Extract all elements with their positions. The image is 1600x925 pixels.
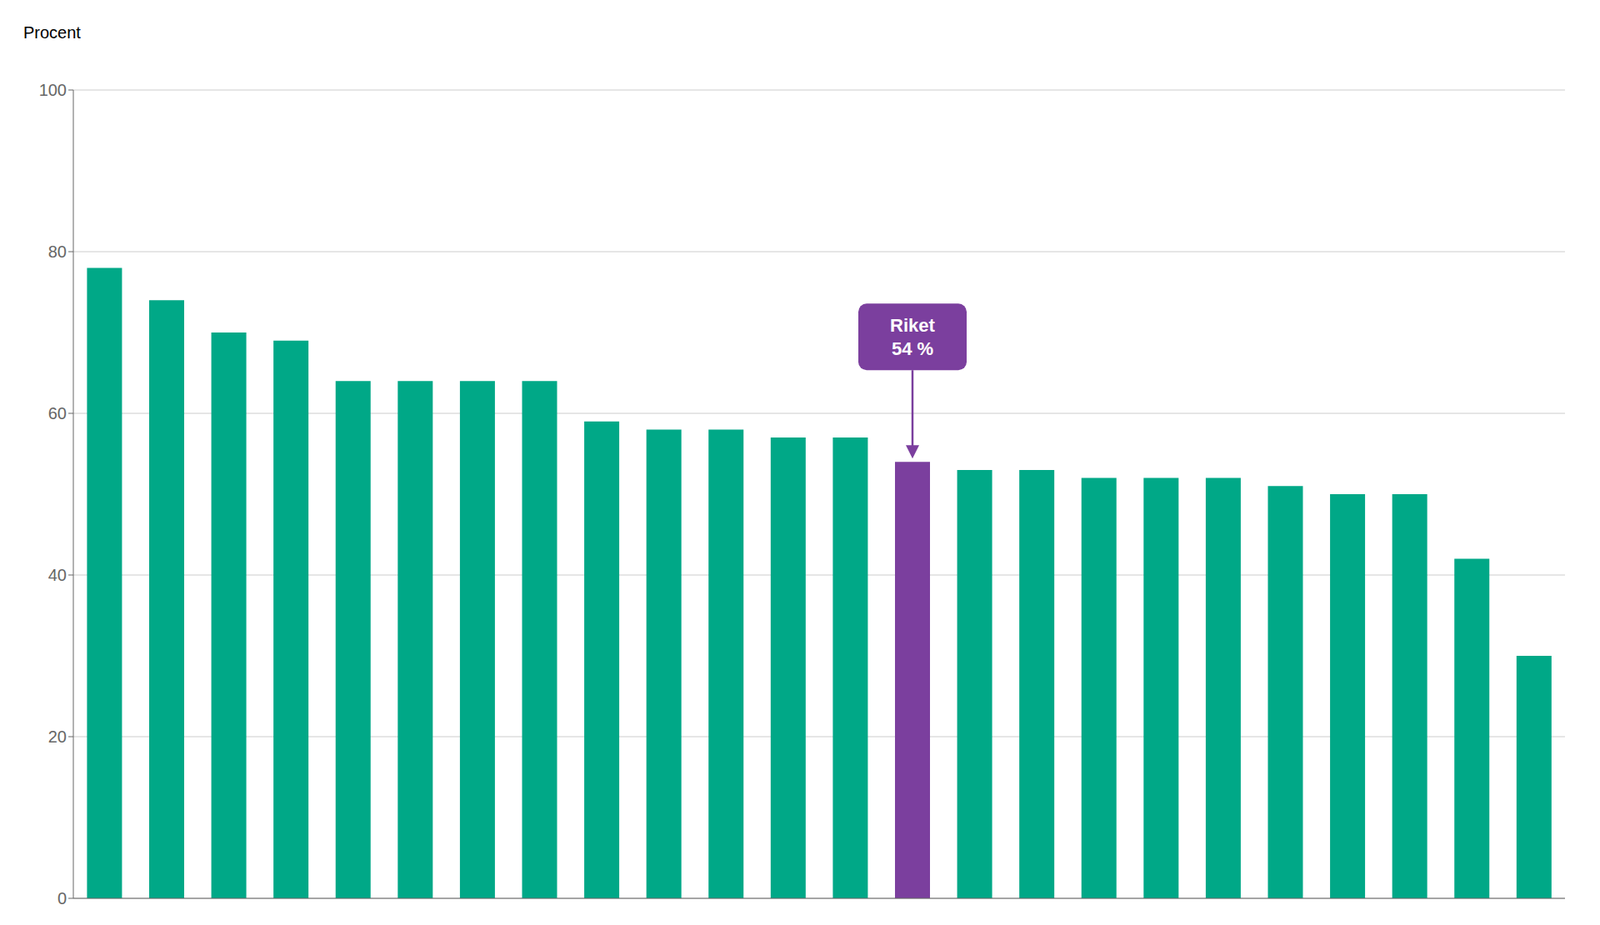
svg-text:20: 20 <box>48 727 67 746</box>
svg-text:60: 60 <box>48 404 67 423</box>
svg-text:100: 100 <box>39 80 67 100</box>
html-text:Procent: Procent <box>23 23 81 42</box>
svg-text:40: 40 <box>48 565 67 585</box>
svg-text:0: 0 <box>57 889 67 908</box>
svg-text:80: 80 <box>48 242 67 261</box>
svg-text:Riket54 %: Riket54 % <box>890 315 935 360</box>
